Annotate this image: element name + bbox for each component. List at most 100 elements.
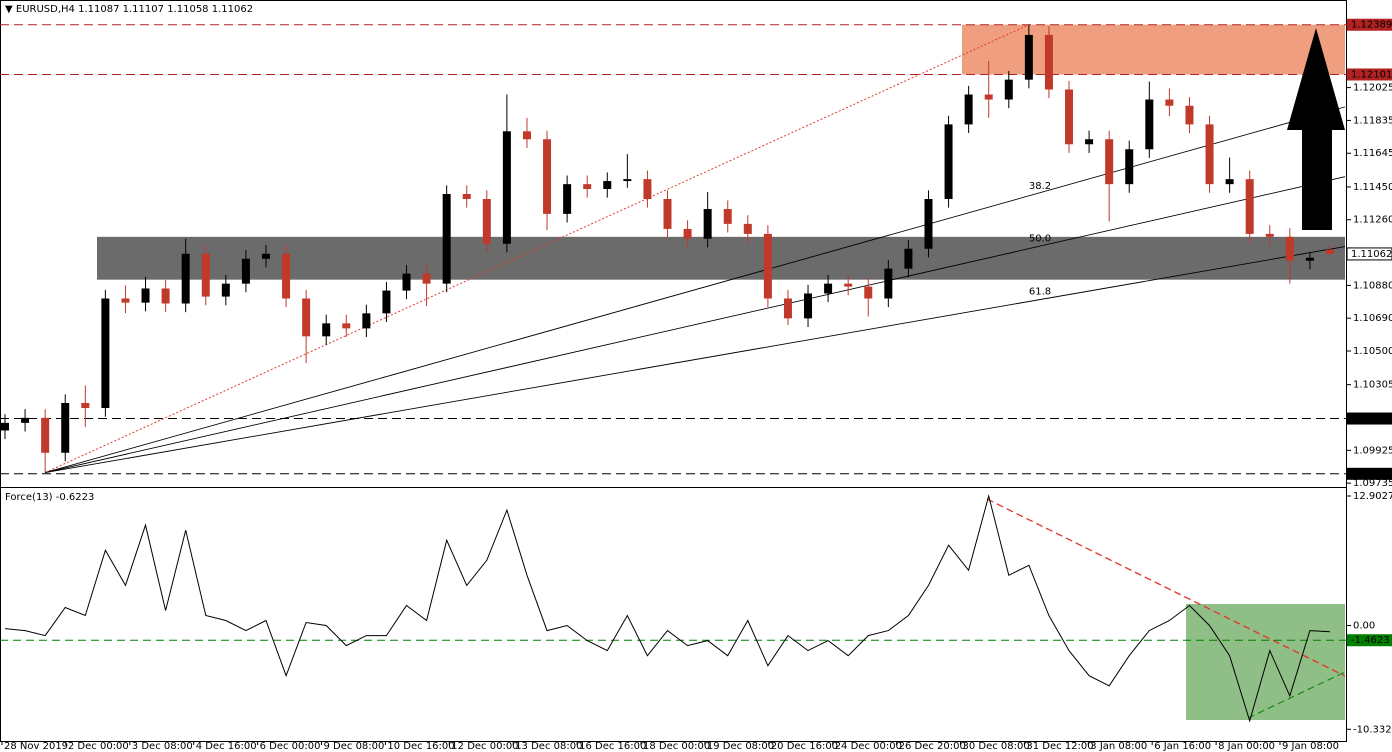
candle-body xyxy=(743,223,752,234)
x-tick-label: 8 Jan 00:00 xyxy=(1218,741,1275,752)
candle-body xyxy=(101,298,110,409)
x-tick-label: 3 Jan 08:00 xyxy=(1090,741,1147,752)
current-price: 1.11062 xyxy=(1351,249,1392,260)
candle-body xyxy=(683,228,692,239)
candle-body xyxy=(61,402,70,453)
candle-body xyxy=(1085,139,1094,145)
candle-body xyxy=(844,283,853,287)
candle-body xyxy=(442,194,451,284)
x-tick-label: 6 Dec 00:00 xyxy=(260,741,321,752)
x-tick-label: 12 Dec 00:00 xyxy=(451,741,518,752)
level-label-box xyxy=(1347,412,1392,425)
candle-body xyxy=(623,179,632,182)
x-tick-label: 24 Dec 00:00 xyxy=(835,741,902,752)
y-tick-label: 12.9027 xyxy=(1353,491,1392,502)
candle-body xyxy=(402,273,411,291)
level-label-box xyxy=(1347,467,1392,480)
fan-label: 61.8 xyxy=(1029,287,1051,298)
level-label: 1.12101 xyxy=(1351,69,1392,80)
candle-body xyxy=(1,422,9,431)
candle-body xyxy=(723,209,732,224)
candle-body xyxy=(1285,236,1294,261)
candle-body xyxy=(1165,99,1174,106)
level-label: 1.12389 xyxy=(1351,20,1392,31)
candle-body xyxy=(763,233,772,299)
fan-label: 50.0 xyxy=(1029,234,1051,245)
candle-body xyxy=(1245,179,1254,234)
main-layer: 38.2 50.0 61.8 xyxy=(0,24,1347,475)
y-tick-label: 1.11645 xyxy=(1353,148,1392,159)
symbol: EURUSD,H4 xyxy=(16,4,75,15)
x-tick-label: 9 Jan 08:00 xyxy=(1282,741,1339,752)
candle-body xyxy=(201,253,210,297)
candle-body xyxy=(221,283,230,297)
candle-body xyxy=(543,139,552,214)
candle-body xyxy=(643,179,652,200)
x-tick-label: 26 Dec 20:00 xyxy=(899,741,966,752)
x-tick-label: 9 Dec 08:00 xyxy=(324,741,385,752)
candle-body xyxy=(1105,139,1114,185)
x-tick-label: 19 Dec 08:00 xyxy=(707,741,774,752)
candle-body xyxy=(783,298,792,319)
level-label: 1.09789 xyxy=(1351,469,1392,480)
candle-body xyxy=(362,313,371,329)
candle-body xyxy=(181,253,190,304)
candle-body xyxy=(282,253,291,299)
force-last: -0.6223 xyxy=(56,492,95,503)
x-tick-label: 31 Dec 12:00 xyxy=(1026,741,1093,752)
candle-body xyxy=(462,194,471,200)
y-tick-label: 1.11835 xyxy=(1353,115,1392,126)
up-arrow xyxy=(1287,28,1345,230)
candle-body xyxy=(502,131,511,244)
candle-body xyxy=(21,417,30,423)
candle-body xyxy=(563,184,572,214)
candle-body xyxy=(703,209,712,239)
top-layer: 1.12025 1.11835 1.11645 1.11450 1.11260 1.108… xyxy=(1,18,1392,752)
candle-body xyxy=(824,283,833,294)
fan-line xyxy=(45,246,1346,474)
candle-body xyxy=(964,94,973,125)
x-tick-label: 18 Dec 00:00 xyxy=(643,741,710,752)
x-tick-label: 20 Dec 16:00 xyxy=(771,741,838,752)
candle-body xyxy=(522,131,531,140)
candle-body xyxy=(41,417,50,453)
resistance-zone xyxy=(962,24,1345,75)
trend-line xyxy=(986,498,1346,677)
candle-body xyxy=(141,288,150,303)
x-tick-label: 4 Dec 16:00 xyxy=(196,741,257,752)
candle-body xyxy=(342,323,351,329)
level-label: 1.10109 xyxy=(1351,414,1392,425)
candle-body xyxy=(884,268,893,299)
candle-body xyxy=(1326,249,1334,254)
candle-body xyxy=(422,273,431,284)
candle-body xyxy=(1145,99,1154,150)
candle-body xyxy=(302,298,311,337)
last-high: 1.11107 xyxy=(123,4,164,15)
candle-body xyxy=(482,199,491,244)
y-tick-label: -10.332 xyxy=(1353,724,1392,735)
level-label: -1.4623 xyxy=(1351,635,1390,646)
x-tick-label: 16 Dec 16:00 xyxy=(579,741,646,752)
y-tick-label: 1.11260 xyxy=(1353,215,1392,226)
candle-body xyxy=(382,290,391,314)
candle-body xyxy=(583,184,592,189)
y-tick-label: 1.12025 xyxy=(1353,83,1392,94)
force-layer xyxy=(0,494,1347,723)
candle-body xyxy=(121,298,130,303)
x-tick-label: 6 Jan 16:00 xyxy=(1154,741,1211,752)
candle-body xyxy=(804,293,813,319)
candle-body xyxy=(1265,233,1274,237)
candle-body xyxy=(1205,124,1214,185)
candle-body xyxy=(904,248,913,269)
force-name: Force(13) xyxy=(5,492,53,503)
candle-body xyxy=(161,288,170,304)
y-tick-label: 1.10305 xyxy=(1353,380,1392,391)
candle-body xyxy=(241,258,250,284)
candle-body xyxy=(864,286,873,299)
candle-body xyxy=(663,199,672,229)
level-label-box xyxy=(1347,68,1392,81)
fan-base-line xyxy=(44,24,1030,474)
x-tick-label: 13 Dec 08:00 xyxy=(515,741,582,752)
trend-line xyxy=(1247,671,1346,719)
